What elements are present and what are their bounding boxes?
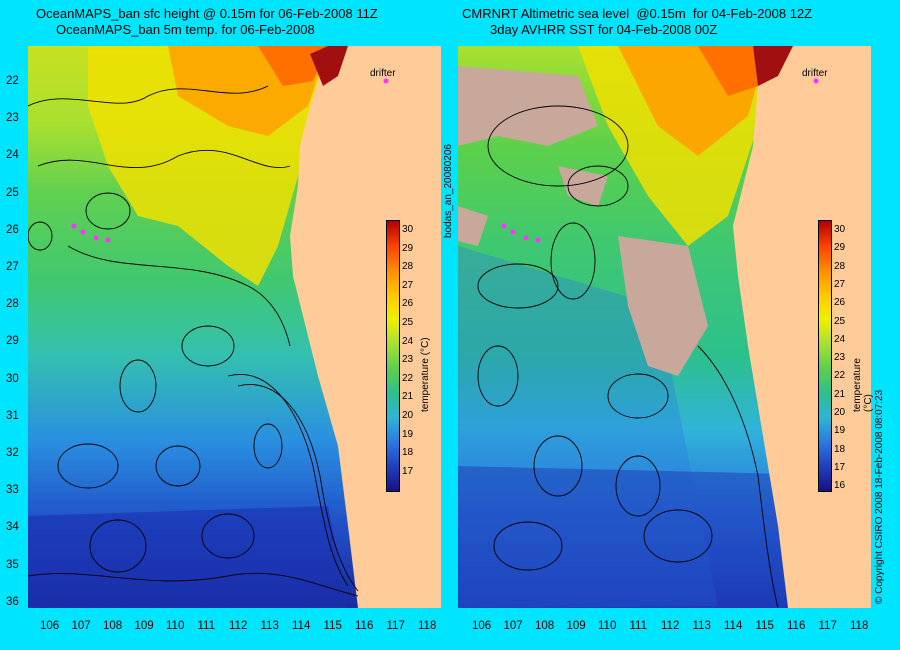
latitude-tick-label: 23 — [6, 112, 19, 125]
right-title-line1: CMRNRT Altimetric sea level @0.15m for 0… — [462, 6, 813, 21]
longitude-tick-label: 117 — [818, 620, 837, 632]
latitude-tick-label: 25 — [6, 186, 19, 199]
left-drifter-track — [71, 78, 389, 243]
colorbar-tick-label: 28 — [834, 260, 846, 272]
colorbar-tick-label: 21 — [402, 391, 414, 403]
colorbar-tick-label: 20 — [834, 407, 846, 418]
colorbar-tick-label: 27 — [402, 279, 414, 291]
right-map-svg — [458, 46, 871, 608]
colorbar-tick-label: 27 — [834, 278, 846, 290]
colorbar-tick-label: 28 — [402, 261, 414, 273]
colorbar-tick-label: 19 — [402, 428, 414, 440]
latitude-tick-label: 27 — [6, 261, 19, 273]
latitude-tick-label: 31 — [6, 409, 19, 422]
longitude-tick-label: 108 — [103, 620, 123, 632]
longitude-tick-label: 116 — [787, 620, 806, 632]
colorbar-tick-label: 25 — [402, 317, 414, 328]
longitude-tick-label: 116 — [355, 620, 374, 632]
latitude-tick-label: 32 — [6, 447, 19, 459]
longitude-tick-label: 112 — [229, 620, 248, 632]
colorbar-tick-label: 30 — [834, 224, 846, 235]
longitude-tick-label: 110 — [598, 620, 617, 632]
longitude-tick-label: 113 — [260, 620, 279, 632]
left-map-svg — [28, 46, 441, 608]
colorbar-tick-label: 16 — [834, 480, 846, 492]
longitude-tick-label: 108 — [535, 620, 555, 632]
colorbar-tick-label: 21 — [834, 388, 846, 400]
longitude-tick-label: 115 — [323, 620, 342, 632]
latitude-tick-label: 24 — [6, 149, 19, 162]
colorbar-tick-label: 17 — [402, 465, 414, 477]
left-drifter-label: drifter — [370, 68, 396, 79]
longitude-tick-label: 113 — [692, 620, 711, 632]
longitude-tick-label: 111 — [197, 620, 215, 632]
copyright-label: © Copyright CSIRO 2008 18-Feb-2008 08:07… — [874, 389, 885, 604]
latitude-tick-label: 28 — [6, 298, 19, 311]
right-colorbar — [818, 220, 832, 492]
colorbar-tick-label: 29 — [402, 242, 414, 254]
colorbar-tick-label: 23 — [834, 352, 846, 364]
colorbar-tick-label: 18 — [834, 443, 846, 455]
colorbar-tick-label: 23 — [402, 354, 414, 366]
right-title-line2: 3day AVHRR SST for 04-Feb-2008 00Z — [490, 22, 718, 37]
latitude-tick-label: 35 — [6, 558, 19, 571]
longitude-tick-label: 109 — [566, 620, 586, 632]
latitude-tick-label: 22 — [6, 75, 19, 87]
longitude-tick-label: 115 — [755, 620, 774, 632]
longitude-tick-label: 110 — [166, 620, 185, 632]
left-colorbar-label: temperature (°C) — [420, 337, 431, 412]
right-drifter-track — [501, 78, 819, 243]
longitude-tick-label: 114 — [724, 620, 743, 632]
longitude-tick-label: 117 — [386, 620, 405, 632]
latitude-tick-label: 29 — [6, 335, 19, 348]
longitude-tick-label: 107 — [503, 620, 523, 632]
colorbar-tick-label: 22 — [402, 372, 414, 384]
left-title-line1: OceanMAPS_ban sfc height @ 0.15m for 06-… — [36, 6, 378, 21]
longitude-tick-label: 118 — [418, 620, 437, 632]
right-drifter-label: drifter — [802, 68, 828, 79]
colorbar-tick-label: 17 — [834, 461, 846, 473]
colorbar-tick-label: 24 — [402, 335, 414, 347]
latitude-tick-label: 26 — [6, 223, 19, 236]
left-temperature-map — [28, 46, 441, 608]
longitude-tick-label: 106 — [40, 620, 60, 632]
colorbar-tick-label: 26 — [834, 297, 846, 309]
colorbar-tick-label: 20 — [402, 410, 414, 421]
latitude-tick-label: 30 — [6, 372, 19, 385]
longitude-tick-label: 118 — [850, 620, 869, 632]
longitude-tick-label: 112 — [661, 620, 680, 632]
latitude-tick-label: 34 — [6, 521, 19, 534]
latitude-tick-label: 36 — [6, 595, 19, 608]
colorbar-tick-label: 22 — [834, 370, 846, 382]
latitude-tick-label: 33 — [6, 484, 19, 497]
longitude-tick-label: 106 — [472, 620, 492, 632]
longitude-tick-label: 107 — [71, 620, 91, 632]
colorbar-tick-label: 25 — [834, 315, 846, 327]
colorbar-tick-label: 18 — [402, 447, 414, 459]
right-sst-map — [458, 46, 871, 608]
longitude-tick-label: 111 — [629, 620, 647, 632]
left-colorbar — [386, 220, 400, 492]
run-id-label: bodas_an_20080206 — [443, 144, 454, 238]
colorbar-tick-label: 24 — [834, 333, 846, 345]
left-title-line2: OceanMAPS_ban 5m temp. for 06-Feb-2008 — [56, 22, 315, 37]
colorbar-tick-label: 29 — [834, 242, 846, 254]
right-colorbar-label: temperature (°C) — [852, 358, 874, 412]
colorbar-tick-label: 26 — [402, 298, 414, 310]
colorbar-tick-label: 30 — [402, 224, 414, 235]
longitude-tick-label: 114 — [292, 620, 311, 632]
longitude-tick-label: 109 — [134, 620, 154, 632]
colorbar-tick-label: 19 — [834, 425, 846, 437]
